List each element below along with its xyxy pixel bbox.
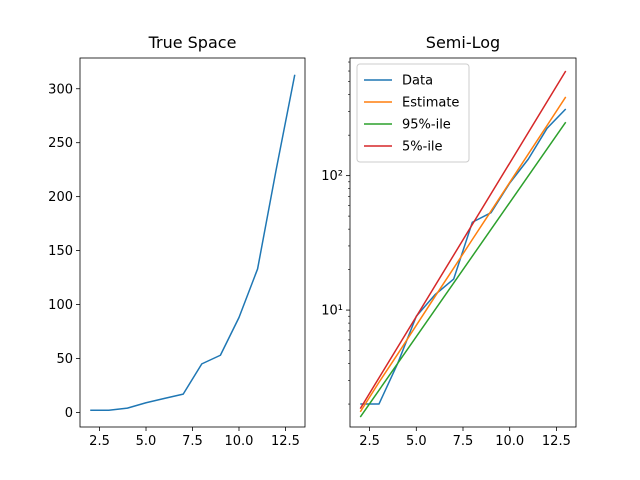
- series-line-5-ile: [359, 70, 567, 409]
- y-tick-label: 0: [65, 406, 73, 421]
- series-line-data: [360, 108, 567, 405]
- x-tick-label: 2.5: [359, 434, 380, 449]
- x-tick-label: 5.0: [406, 434, 427, 449]
- legend-label: 5%-ile: [402, 140, 443, 155]
- x-tick-label: 5.0: [136, 434, 157, 449]
- series-line-0: [90, 74, 296, 412]
- y-tick-label: 300: [48, 82, 73, 97]
- x-tick-label: 12.5: [271, 434, 300, 449]
- y-tick-label: 100: [48, 298, 73, 313]
- y-tick-label: 50: [56, 352, 73, 367]
- panel-title: True Space: [148, 33, 237, 52]
- legend-label: Estimate: [402, 96, 459, 111]
- y-tick-label: 10¹: [321, 304, 343, 319]
- x-tick-label: 7.5: [453, 434, 474, 449]
- y-tick-label: 10²: [321, 169, 343, 184]
- x-tick-label: 12.5: [542, 434, 571, 449]
- x-tick-label: 2.5: [89, 434, 110, 449]
- legend-label: 95%-ile: [402, 118, 451, 133]
- x-tick-label: 10.0: [225, 434, 254, 449]
- plot-frame: [79, 57, 306, 428]
- y-tick-label: 200: [48, 190, 73, 205]
- x-tick-label: 10.0: [495, 434, 524, 449]
- y-tick-label: 250: [48, 136, 73, 151]
- legend-label: Data: [402, 74, 433, 89]
- x-tick-label: 7.5: [182, 434, 203, 449]
- series-line-estimate: [359, 96, 567, 413]
- series-line-95-ile: [359, 121, 567, 418]
- y-tick-label: 150: [48, 244, 73, 259]
- legend-box: [356, 63, 470, 163]
- panel-title: Semi-Log: [426, 33, 500, 52]
